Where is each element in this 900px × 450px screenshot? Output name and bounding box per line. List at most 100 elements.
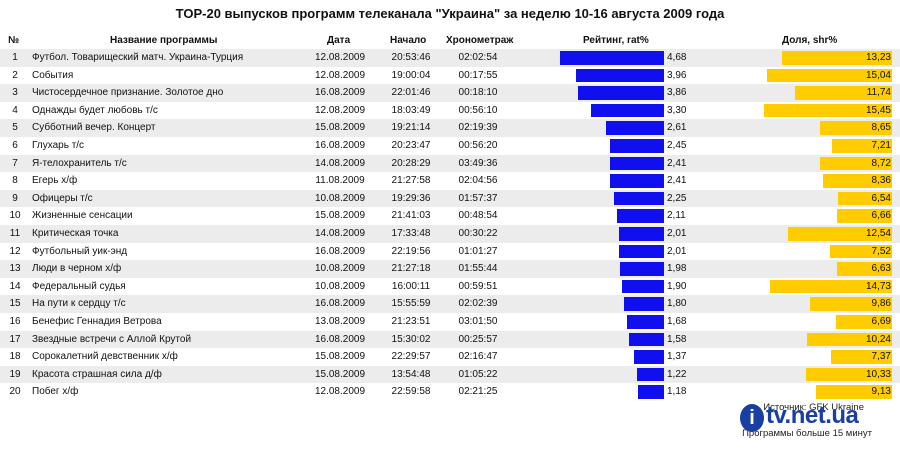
table-row: 6 Глухарь т/с 16.08.2009 20:23:47 00:56:20 2,… bbox=[0, 137, 900, 155]
rating-bar bbox=[636, 367, 664, 382]
rating-bar bbox=[560, 51, 664, 65]
share-value: 14,73 bbox=[865, 280, 891, 292]
air-date: 10.08.2009 bbox=[314, 280, 366, 292]
duration: 02:16:47 bbox=[458, 351, 498, 363]
share-bar bbox=[819, 156, 892, 171]
start-time: 19:21:14 bbox=[391, 122, 431, 134]
share-value: 6,54 bbox=[871, 192, 891, 204]
share-bar bbox=[806, 367, 892, 382]
rating-bar bbox=[576, 68, 664, 83]
share-bar bbox=[816, 385, 892, 399]
program-name: Футбол. Товарищеский матч. Украина-Турци… bbox=[32, 52, 244, 63]
row-number: 14 bbox=[9, 280, 21, 292]
air-date: 16.08.2009 bbox=[314, 87, 366, 99]
share-bar bbox=[836, 262, 892, 276]
rating-bar bbox=[617, 209, 664, 223]
program-name: Глухарь т/с bbox=[32, 140, 85, 151]
table-row: 11 Критическая точка 14.08.2009 17:33:48 00:… bbox=[0, 225, 900, 243]
rating-value: 3,30 bbox=[667, 104, 687, 116]
rating-bar bbox=[610, 174, 664, 188]
air-date: 12.08.2009 bbox=[314, 386, 366, 398]
rating-bar bbox=[633, 350, 664, 364]
table-row: 20 Побег х/ф 12.08.2009 22:59:58 02:21:25 1,1… bbox=[0, 383, 900, 401]
row-number: 17 bbox=[9, 333, 21, 345]
air-date: 16.08.2009 bbox=[314, 333, 366, 345]
rating-bar bbox=[637, 385, 664, 399]
rating-bar bbox=[610, 156, 664, 171]
program-name: События bbox=[32, 69, 74, 81]
program-name: Однажды будет любовь т/с bbox=[32, 104, 158, 116]
program-name: Чистосердечное признание. Золотое дно bbox=[32, 87, 224, 99]
air-date: 15.08.2009 bbox=[314, 368, 366, 380]
row-number: 18 bbox=[9, 351, 21, 363]
table-row: 14 Федеральный судья 10.08.2009 16:00:11 00:… bbox=[0, 278, 900, 296]
share-bar bbox=[807, 332, 892, 347]
share-bar bbox=[767, 68, 892, 83]
duration: 00:30:22 bbox=[458, 228, 498, 239]
start-time: 21:27:58 bbox=[391, 175, 431, 187]
header-date: Дата bbox=[327, 35, 351, 46]
share-value: 8,65 bbox=[871, 122, 891, 134]
rating-value: 1,68 bbox=[667, 316, 687, 327]
share-bar bbox=[763, 103, 892, 118]
rating-value: 1,80 bbox=[667, 298, 687, 310]
duration: 01:57:37 bbox=[458, 192, 498, 204]
row-number: 16 bbox=[9, 316, 21, 327]
share-bar bbox=[820, 121, 892, 135]
rating-value: 3,86 bbox=[667, 87, 687, 99]
header-rating: Рейтинг, rat% bbox=[583, 35, 649, 46]
share-bar bbox=[769, 279, 892, 294]
share-bar bbox=[829, 244, 892, 259]
duration: 02:19:39 bbox=[458, 122, 498, 134]
air-date: 10.08.2009 bbox=[314, 192, 366, 204]
table-row: 13 Люди в черном х/ф 10.08.2009 21:27:18 01:… bbox=[0, 260, 900, 278]
rating-bar bbox=[624, 297, 664, 311]
duration: 00:18:10 bbox=[458, 87, 498, 99]
rating-value: 2,01 bbox=[667, 228, 687, 239]
air-date: 16.08.2009 bbox=[314, 245, 366, 257]
rating-value: 1,98 bbox=[667, 263, 687, 275]
rating-bar bbox=[621, 279, 664, 294]
logo-text: tv.net.ua bbox=[766, 402, 859, 429]
table-row: 19 Красота страшная сила д/ф 15.08.2009 13:… bbox=[0, 365, 900, 384]
rating-bar bbox=[628, 332, 664, 347]
program-name: Егерь х/ф bbox=[32, 175, 78, 187]
program-name: Жизненные сенсации bbox=[32, 210, 133, 222]
share-value: 7,21 bbox=[871, 140, 891, 151]
start-time: 13:54:48 bbox=[391, 368, 431, 380]
duration: 01:05:22 bbox=[458, 368, 498, 380]
row-number: 20 bbox=[9, 386, 21, 398]
start-time: 15:30:02 bbox=[391, 333, 431, 345]
share-value: 15,04 bbox=[865, 69, 891, 81]
program-name: Сорокалетний девственник х/ф bbox=[32, 351, 178, 363]
rating-value: 3,96 bbox=[667, 69, 687, 81]
row-number: 2 bbox=[12, 69, 18, 81]
duration: 01:55:44 bbox=[458, 263, 498, 275]
share-value: 10,24 bbox=[865, 333, 891, 345]
share-value: 12,54 bbox=[865, 228, 891, 239]
start-time: 16:00:11 bbox=[391, 280, 431, 292]
site-logo: i tv.net.ua bbox=[736, 398, 886, 442]
table-row: 15 На пути к сердцу т/с 16.08.2009 15:55:59… bbox=[0, 295, 900, 313]
rating-bar bbox=[620, 262, 664, 276]
start-time: 15:55:59 bbox=[391, 298, 431, 310]
duration: 00:56:10 bbox=[458, 104, 498, 116]
rating-bar bbox=[619, 244, 664, 259]
program-name: Звездные встречи с Аллой Крутой bbox=[32, 333, 192, 345]
table-row: 2 События 12.08.2009 19:00:04 00:17:55 3,96 15… bbox=[0, 67, 900, 85]
row-number: 10 bbox=[9, 210, 21, 222]
rating-value: 2,41 bbox=[667, 175, 687, 187]
header-duration: Хронометраж bbox=[446, 35, 514, 46]
rating-bar bbox=[614, 191, 664, 206]
chart-title: TOP-20 выпусков программ телеканала "Укр… bbox=[175, 6, 725, 21]
duration: 00:59:51 bbox=[458, 280, 498, 292]
share-value: 6,69 bbox=[871, 316, 891, 327]
row-number: 8 bbox=[12, 175, 18, 187]
air-date: 10.08.2009 bbox=[314, 263, 366, 275]
air-date: 15.08.2009 bbox=[314, 351, 366, 363]
share-bar bbox=[836, 209, 892, 223]
row-number: 1 bbox=[12, 52, 18, 63]
share-value: 11,74 bbox=[866, 87, 891, 99]
start-time: 20:53:46 bbox=[391, 52, 431, 63]
row-number: 11 bbox=[9, 228, 21, 239]
